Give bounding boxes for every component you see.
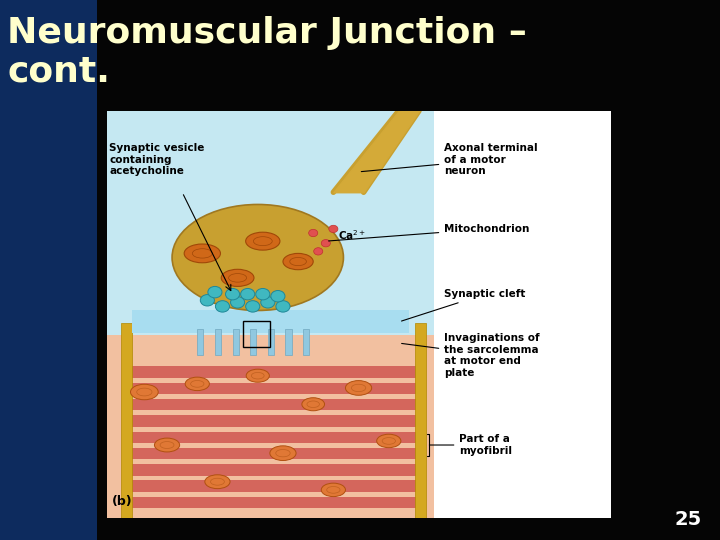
Bar — [122, 448, 416, 460]
Ellipse shape — [185, 377, 210, 390]
Circle shape — [276, 301, 290, 312]
Bar — [122, 464, 416, 476]
Ellipse shape — [302, 398, 325, 411]
Circle shape — [240, 288, 255, 300]
Circle shape — [314, 248, 323, 255]
Text: Synaptic vesicle
containing
acetycholine: Synaptic vesicle containing acetycholine — [109, 143, 204, 176]
Bar — [121, 323, 132, 518]
Text: Synaptic cleft: Synaptic cleft — [402, 289, 526, 321]
Bar — [107, 111, 611, 518]
Circle shape — [225, 288, 240, 300]
Bar — [122, 399, 416, 410]
Text: Ca$^{2+}$: Ca$^{2+}$ — [338, 228, 366, 242]
Bar — [122, 415, 416, 427]
Circle shape — [321, 240, 330, 247]
Ellipse shape — [130, 384, 158, 400]
Text: (b): (b) — [112, 495, 132, 508]
Circle shape — [309, 230, 318, 237]
Bar — [243, 321, 270, 347]
Bar — [122, 497, 416, 508]
Circle shape — [208, 286, 222, 298]
Bar — [107, 335, 434, 518]
Ellipse shape — [321, 483, 346, 497]
Text: Axonal terminal
of a motor
neuron: Axonal terminal of a motor neuron — [361, 143, 538, 176]
Bar — [122, 366, 416, 378]
Circle shape — [261, 296, 275, 308]
Bar — [285, 329, 292, 355]
Bar — [107, 111, 434, 363]
Circle shape — [230, 296, 245, 308]
Text: Invaginations of
the sarcolemma
at motor end
plate: Invaginations of the sarcolemma at motor… — [402, 333, 540, 377]
Ellipse shape — [246, 232, 280, 250]
Bar — [268, 329, 274, 355]
Ellipse shape — [246, 369, 269, 382]
Bar — [0, 0, 97, 540]
Ellipse shape — [184, 244, 220, 263]
Bar — [132, 310, 409, 333]
Circle shape — [329, 225, 338, 233]
Text: Mitochondrion: Mitochondrion — [328, 224, 530, 241]
Ellipse shape — [172, 205, 343, 310]
Bar — [122, 431, 416, 443]
Circle shape — [200, 295, 215, 306]
Ellipse shape — [283, 253, 313, 269]
Bar — [303, 329, 309, 355]
Bar — [122, 481, 416, 492]
Ellipse shape — [270, 446, 296, 461]
Bar — [251, 329, 256, 355]
Ellipse shape — [221, 269, 254, 286]
Bar — [215, 329, 221, 355]
Circle shape — [256, 288, 270, 300]
Bar — [197, 329, 203, 355]
Text: 25: 25 — [675, 510, 702, 529]
Bar — [122, 383, 416, 394]
Ellipse shape — [377, 434, 401, 448]
Bar — [233, 329, 238, 355]
Bar — [415, 323, 426, 518]
Circle shape — [271, 291, 285, 302]
Ellipse shape — [346, 381, 372, 395]
Text: Part of a
myofibril: Part of a myofibril — [427, 434, 513, 456]
Circle shape — [215, 301, 230, 312]
Circle shape — [246, 301, 260, 312]
Ellipse shape — [154, 438, 180, 452]
Ellipse shape — [205, 475, 230, 489]
Text: Neuromuscular Junction –
cont.: Neuromuscular Junction – cont. — [7, 16, 527, 88]
